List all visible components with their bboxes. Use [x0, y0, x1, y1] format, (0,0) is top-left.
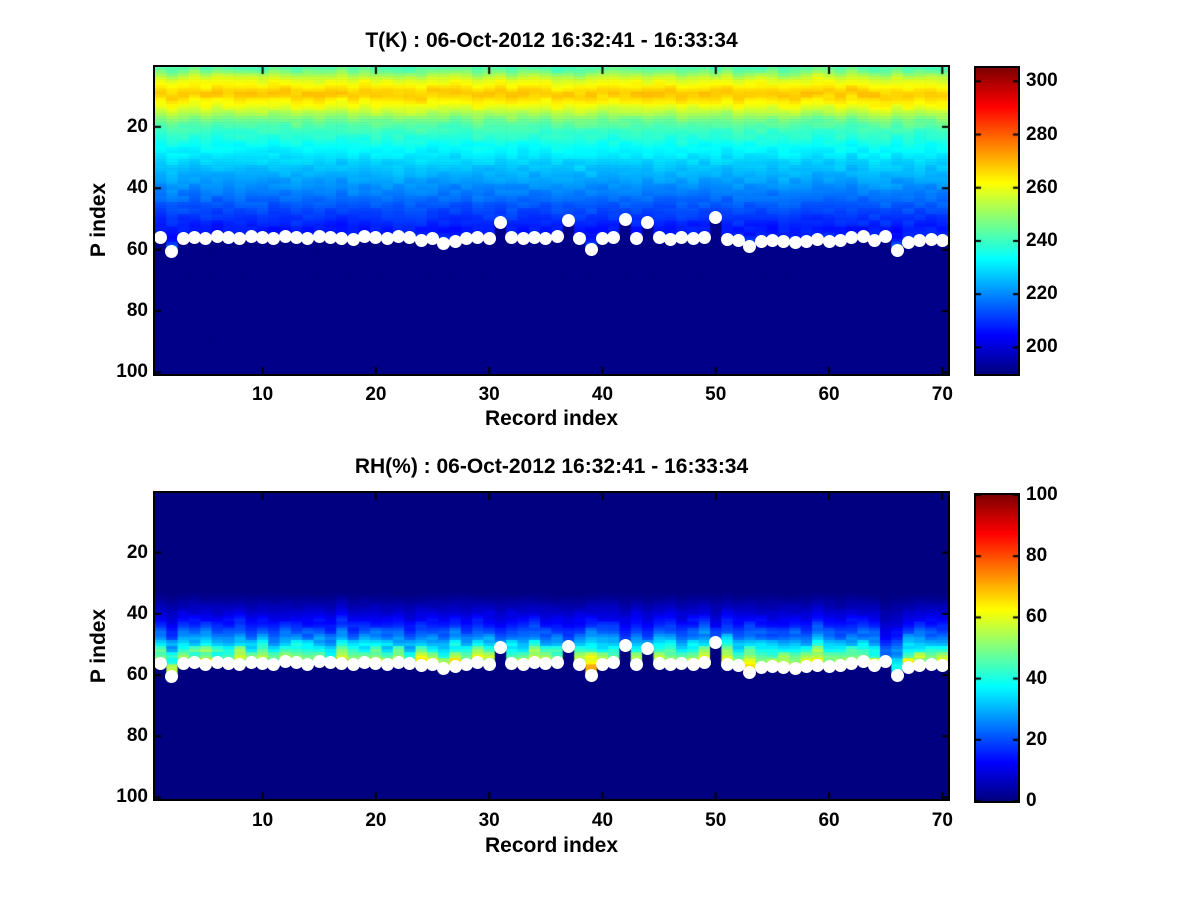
- colorbar-tick-label: 20: [1026, 728, 1048, 750]
- colorbar-tick-label: 220: [1026, 283, 1058, 305]
- x-tick-label: 30: [478, 810, 500, 831]
- colorbar-tick-label: 60: [1026, 606, 1048, 628]
- x-tick-label: 50: [705, 810, 727, 831]
- colorbar-tick-label: 0: [1026, 790, 1037, 811]
- x-tick-label: 10: [252, 810, 274, 831]
- colorbar-tick-label: 280: [1026, 123, 1058, 145]
- y-tick-label: 80: [126, 300, 148, 322]
- y-tick-label: 100: [116, 361, 148, 383]
- x-tick-label: 70: [931, 810, 953, 831]
- colorbar-tick-label: 40: [1026, 667, 1048, 689]
- colorbar-tick-label: 80: [1026, 545, 1048, 567]
- y-tick-label: 40: [126, 602, 148, 624]
- y-tick-label: 100: [116, 786, 148, 808]
- x-tick-label: 10: [252, 384, 274, 405]
- x-tick-label: 40: [591, 810, 614, 831]
- humidity-plot-xlabel: Record index: [484, 834, 619, 857]
- colorbar-tick-label: 260: [1026, 176, 1058, 198]
- y-tick-label: 60: [126, 238, 148, 260]
- temperature-heatmap: [153, 65, 950, 376]
- temperature-colorbar: [974, 66, 1020, 376]
- y-tick-label: 20: [126, 115, 148, 137]
- x-tick-label: 20: [365, 810, 387, 831]
- x-tick-label: 20: [365, 384, 387, 405]
- humidity-plot-title: RH(%) : 06-Oct-2012 16:32:41 - 16:33:34: [354, 455, 749, 478]
- y-tick-label: 40: [126, 177, 148, 199]
- humidity-colorbar: [974, 493, 1020, 803]
- temperature-plot-ylabel: P index: [87, 182, 110, 258]
- colorbar-tick-label: 200: [1026, 336, 1058, 358]
- x-tick-label: 30: [478, 384, 500, 405]
- humidity-heatmap: [153, 491, 950, 801]
- colorbar-tick-label: 240: [1026, 229, 1058, 251]
- temperature-plot-title: T(K) : 06-Oct-2012 16:32:41 - 16:33:34: [365, 29, 738, 52]
- y-tick-label: 20: [126, 541, 148, 563]
- humidity-plot-ylabel: P index: [87, 608, 110, 684]
- y-tick-label: 80: [126, 725, 148, 747]
- x-tick-label: 60: [818, 384, 840, 405]
- y-tick-label: 60: [126, 664, 148, 686]
- colorbar-tick-label: 100: [1026, 484, 1058, 505]
- x-tick-label: 60: [818, 810, 840, 831]
- colorbar-tick-label: 300: [1026, 70, 1058, 92]
- temperature-plot-xlabel: Record index: [484, 407, 619, 430]
- x-tick-label: 50: [705, 384, 727, 405]
- x-tick-label: 40: [591, 384, 614, 405]
- x-tick-label: 70: [931, 384, 953, 405]
